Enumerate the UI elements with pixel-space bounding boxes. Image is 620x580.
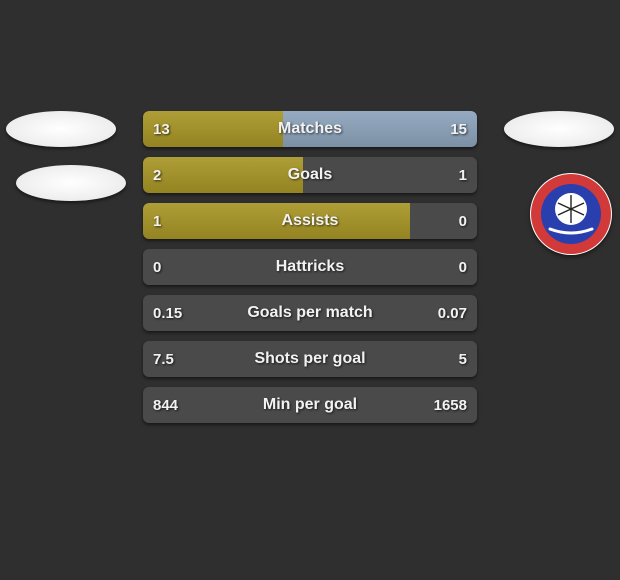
stat-track bbox=[143, 249, 477, 285]
stat-fill-right bbox=[283, 111, 477, 147]
left-player-placeholder-top bbox=[6, 111, 116, 147]
club-badge-icon bbox=[530, 173, 612, 255]
stat-row: Matches1315 bbox=[143, 111, 477, 147]
comparison-stage: Matches1315 Goals21 Assists10 Hattricks00 Go… bbox=[0, 111, 620, 431]
stat-track bbox=[143, 387, 477, 423]
stat-row: Goals per match0.150.07 bbox=[143, 295, 477, 331]
right-player-placeholder bbox=[504, 111, 614, 147]
stat-track bbox=[143, 295, 477, 331]
stat-row: Goals21 bbox=[143, 157, 477, 193]
right-club-badge bbox=[530, 173, 612, 255]
stat-row: Shots per goal7.55 bbox=[143, 341, 477, 377]
stat-row: Min per goal8441658 bbox=[143, 387, 477, 423]
stat-row: Assists10 bbox=[143, 203, 477, 239]
stat-fill-left bbox=[143, 157, 303, 193]
stat-row: Hattricks00 bbox=[143, 249, 477, 285]
stat-track bbox=[143, 341, 477, 377]
left-player-placeholder-bottom bbox=[16, 165, 126, 201]
stat-rows: Matches1315 Goals21 Assists10 Hattricks00 Go… bbox=[143, 111, 477, 433]
stat-fill-left bbox=[143, 111, 283, 147]
stat-fill-left bbox=[143, 203, 410, 239]
